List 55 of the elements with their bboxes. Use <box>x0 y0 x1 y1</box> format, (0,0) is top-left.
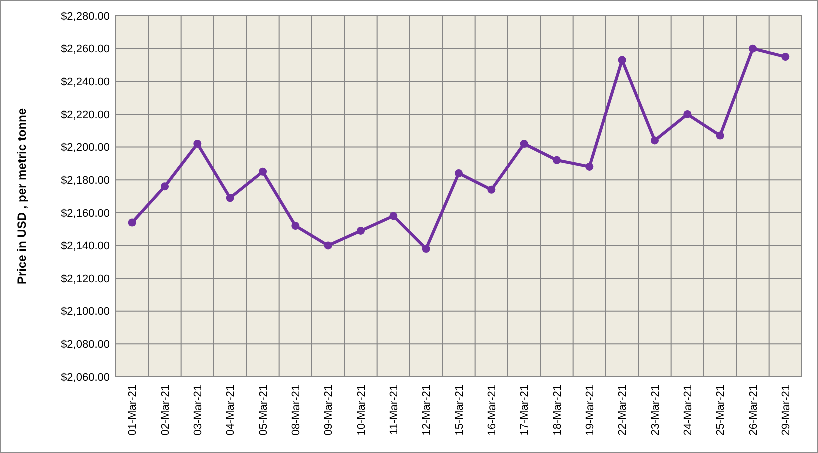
point <box>749 44 757 53</box>
point <box>422 245 430 254</box>
x-tick-label: 11-Mar-21 <box>388 385 401 435</box>
point <box>488 186 496 194</box>
y-tick-label: $2,200.00 <box>61 142 110 154</box>
point <box>553 156 561 164</box>
point <box>520 140 528 148</box>
x-tick-label: 05-Mar-21 <box>258 385 270 436</box>
y-tick-label: $2,160.00 <box>61 208 110 220</box>
point <box>128 218 136 227</box>
x-tick-label: 18-Mar-21 <box>552 385 564 436</box>
x-tick-label: 22-Mar-21 <box>617 385 630 436</box>
x-tick-label: 12-Mar-21 <box>421 385 434 436</box>
x-tick-label: 29-Mar-21 <box>780 385 793 436</box>
point <box>684 110 692 118</box>
x-tick-label: 02-Mar-21 <box>160 385 172 436</box>
x-tick-label: 16-Mar-21 <box>486 385 499 436</box>
point <box>324 242 332 250</box>
point <box>390 212 398 220</box>
y-axis-title: Price in USD , per metric tonne <box>15 108 29 285</box>
x-tick-label: 03-Mar-21 <box>192 385 205 436</box>
point <box>782 53 790 62</box>
y-tick-label: $2,100.00 <box>61 306 110 318</box>
y-tick-label: $2,080.00 <box>61 339 110 352</box>
y-tick-label: $2,280.00 <box>61 10 110 23</box>
point <box>455 170 463 178</box>
x-tick-label: 24-Mar-21 <box>682 385 695 436</box>
x-tick-label: 10-Mar-21 <box>356 385 368 436</box>
point <box>618 56 626 64</box>
y-tick-label: $2,240.00 <box>61 76 110 88</box>
y-tick-label: $2,180.00 <box>61 174 110 187</box>
x-tick-label: 04-Mar-21 <box>225 385 238 436</box>
point <box>651 136 659 145</box>
y-tick-label: $2,260.00 <box>61 44 110 56</box>
y-tick-label: $2,060.00 <box>61 372 110 384</box>
y-tick-label: $2,220.00 <box>61 109 110 122</box>
x-tick-label: 25-Mar-21 <box>715 385 728 436</box>
point <box>716 132 724 140</box>
x-tick-label: 15-Mar-21 <box>454 385 466 436</box>
x-tick-label: 19-Mar-21 <box>584 385 597 436</box>
x-tick-label: 26-Mar-21 <box>748 385 760 436</box>
point <box>194 140 202 148</box>
y-tick-label: $2,140.00 <box>61 240 110 253</box>
point <box>586 162 594 171</box>
point <box>292 222 300 230</box>
x-tick-label: 08-Mar-21 <box>290 385 303 436</box>
point <box>259 168 267 176</box>
x-tick-label: 23-Mar-21 <box>650 385 662 436</box>
x-tick-label: 09-Mar-21 <box>323 385 336 436</box>
point <box>161 182 169 191</box>
point <box>226 194 234 202</box>
point <box>357 226 365 235</box>
x-tick-label: 01-Mar-21 <box>127 385 140 436</box>
x-tick-label: 17-Mar-21 <box>519 385 532 436</box>
y-tick-label: $2,120.00 <box>61 273 110 286</box>
